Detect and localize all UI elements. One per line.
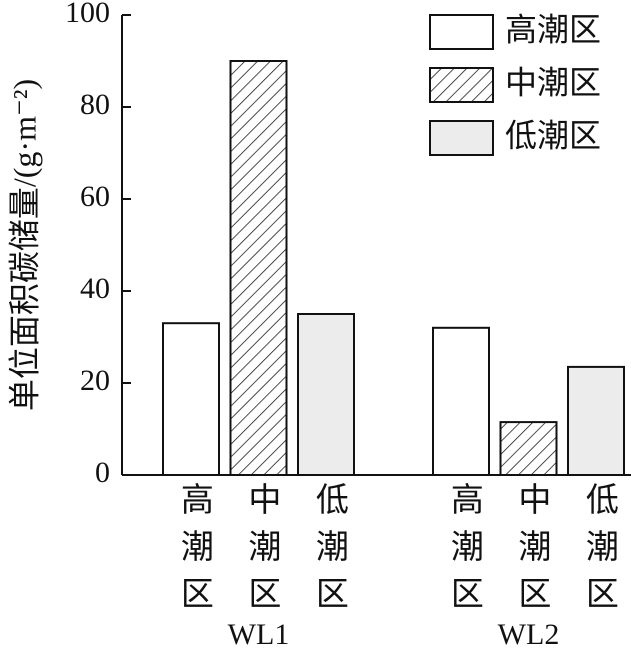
- bar: [229, 60, 288, 476]
- bar-label: 中潮区: [243, 482, 281, 623]
- y-tick-label: 100: [65, 0, 110, 29]
- y-tick-label: 0: [95, 456, 110, 489]
- bar: [567, 365, 625, 476]
- y-tick-label: 20: [80, 364, 110, 397]
- bar-label: 低潮区: [310, 482, 349, 623]
- legend-swatch: [429, 67, 494, 103]
- y-tick-label: 60: [80, 180, 110, 213]
- bar-label: 高潮区: [445, 482, 483, 623]
- bar-label: 高潮区: [175, 482, 213, 623]
- y-tick-label: 40: [80, 272, 110, 305]
- bar-label: 中潮区: [513, 482, 551, 623]
- bar: [432, 326, 490, 476]
- legend-swatch: [429, 120, 494, 156]
- bar: [162, 322, 220, 477]
- bar: [499, 421, 558, 477]
- legend-label: 中潮区: [505, 64, 601, 100]
- legend-swatch: [429, 14, 494, 50]
- y-tick-label: 80: [80, 88, 110, 121]
- bar: [297, 313, 355, 476]
- x-tick-label: WL2: [498, 618, 560, 651]
- legend-label: 高潮区: [505, 11, 601, 47]
- legend-label: 低潮区: [505, 117, 601, 153]
- bar-label: 低潮区: [580, 482, 619, 623]
- x-tick-label: WL1: [228, 618, 290, 651]
- y-axis-label: 单位面积碳储量/(g·m⁻²): [6, 79, 42, 411]
